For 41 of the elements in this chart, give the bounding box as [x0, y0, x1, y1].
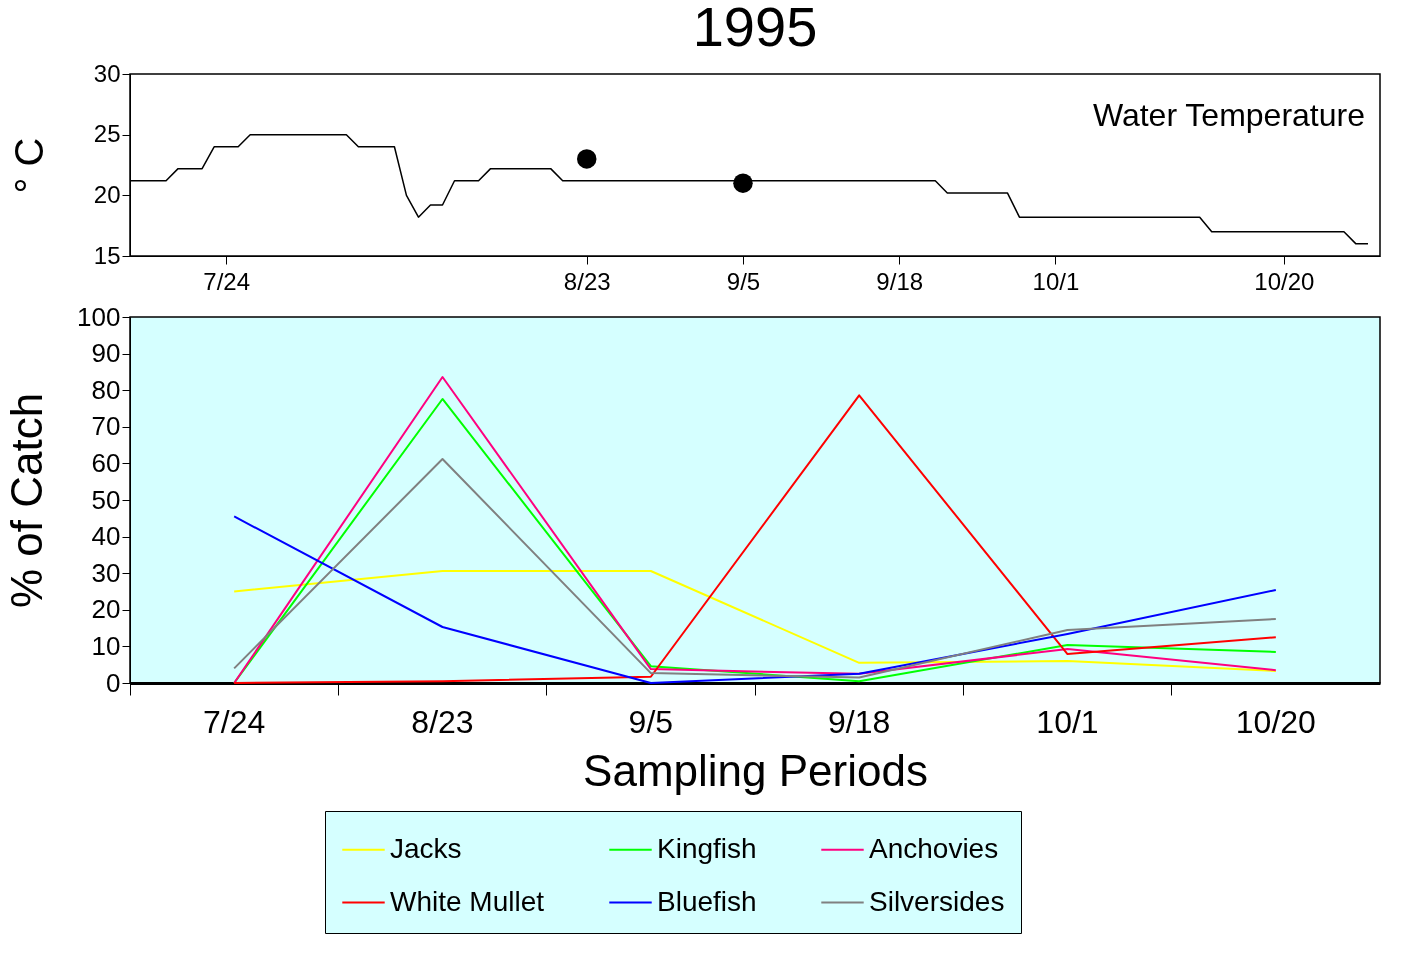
x-axis-title: Sampling Periods	[583, 745, 928, 795]
y-tick-label: 30	[91, 557, 121, 588]
x-tick-label: 10/1	[1036, 703, 1099, 740]
y-tick-label: 40	[91, 521, 121, 552]
line-series	[233, 458, 1277, 679]
y-tick-label: 0	[106, 667, 121, 698]
x-tick-label: 8/23	[563, 267, 611, 295]
y-tick-label: 25	[93, 120, 121, 148]
x-tick-label: 9/5	[628, 703, 674, 740]
x-tick-label: 9/18	[876, 267, 924, 295]
x-tick-label: 7/24	[203, 267, 251, 295]
x-tick-label: 10/20	[1235, 703, 1316, 740]
legend-label: Silversides	[869, 885, 1005, 917]
y-tick-label: 80	[91, 374, 121, 405]
y-tick-label: 10	[91, 630, 121, 661]
x-tick-label: 9/18	[828, 703, 891, 740]
x-tick-label: 7/24	[203, 703, 266, 740]
chart-title: 1995	[692, 0, 818, 58]
y-axis-title: ° C	[6, 137, 51, 194]
y-tick-label: 20	[91, 594, 121, 625]
y-tick-label: 50	[91, 484, 121, 515]
y-tick-label: 30	[93, 59, 121, 87]
legend-label: Anchovies	[869, 832, 999, 864]
x-tick-label: 10/20	[1254, 267, 1315, 295]
x-tick-label: 8/23	[411, 703, 474, 740]
x-tick-label: 10/1	[1032, 267, 1080, 295]
y-tick-label: 100	[77, 301, 121, 332]
x-tick-label: 9/5	[726, 267, 761, 295]
y-axis-title: % of Catch	[1, 392, 51, 609]
y-tick-label: 20	[93, 180, 121, 208]
legend-label: Jacks	[390, 832, 462, 864]
y-tick-label: 70	[91, 411, 121, 442]
legend-label: Bluefish	[657, 885, 757, 917]
legend-label: Kingfish	[657, 832, 757, 864]
legend-label: White Mullet	[390, 885, 545, 917]
y-tick-label: 15	[93, 241, 121, 269]
line-series	[233, 515, 1277, 684]
y-tick-label: 90	[91, 338, 121, 369]
y-tick-label: 60	[91, 447, 121, 478]
line-series	[233, 570, 1277, 672]
annotation: Water Temperature	[1092, 97, 1365, 133]
